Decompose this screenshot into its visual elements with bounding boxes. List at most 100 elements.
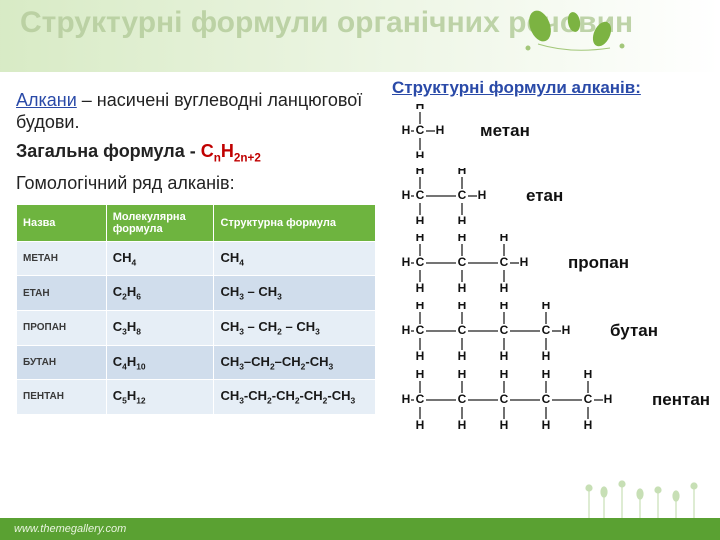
cell-name: МЕТАН [17, 241, 107, 276]
svg-text:H: H [416, 214, 425, 224]
svg-text:H: H [402, 392, 411, 406]
cell-name: БУТАН [17, 345, 107, 380]
svg-text:H: H [416, 418, 425, 430]
svg-text:C: C [458, 392, 467, 406]
general-formula-label: Загальна формула - [16, 141, 201, 161]
cell-structural: CH3 – CH2 – CH3 [214, 310, 376, 345]
svg-text:H: H [458, 281, 467, 292]
cell-structural: CH3-CH2-CH2-CH2-CH3 [214, 380, 376, 415]
svg-text:H: H [520, 255, 529, 269]
svg-text:H: H [458, 370, 467, 381]
svg-text:H: H [478, 188, 487, 202]
svg-text:H: H [500, 370, 509, 381]
table-header-cell: Молекулярна формула [106, 204, 214, 241]
cell-molecular: C4H10 [106, 345, 214, 380]
cell-structural: CH4 [214, 241, 376, 276]
svg-text:H: H [402, 255, 411, 269]
footer-url: www.themegallery.com [14, 523, 126, 535]
svg-text:C: C [458, 323, 467, 337]
table-header-cell: Структурна формула [214, 204, 376, 241]
alkanes-table: НазваМолекулярна формулаСтруктурна форму… [16, 204, 376, 415]
molecule-label: етан [526, 186, 563, 206]
svg-text:C: C [416, 255, 425, 269]
molecule-row: HCHHHметан [392, 104, 712, 158]
molecule-label: пентан [652, 390, 710, 410]
svg-text:H: H [436, 123, 445, 137]
svg-text:H: H [416, 149, 425, 158]
svg-text:H: H [542, 418, 551, 430]
cell-name: ПРОПАН [17, 310, 107, 345]
molecule-label: метан [480, 121, 530, 141]
svg-text:H: H [500, 349, 509, 360]
table-body: МЕТАНCH4CH4ЕТАНC2H6CH3 – CH3ПРОПАНC3H8CH… [17, 241, 376, 414]
svg-text:C: C [416, 323, 425, 337]
svg-text:H: H [500, 418, 509, 430]
leaf-decoration [510, 4, 650, 64]
svg-text:H: H [500, 281, 509, 292]
table-row: ПРОПАНC3H8CH3 – CH2 – CH3 [17, 310, 376, 345]
table-row: БУТАНC4H10CH3–CH2–CH2-CH3 [17, 345, 376, 380]
svg-text:C: C [584, 392, 593, 406]
svg-text:C: C [542, 392, 551, 406]
table-row: ЕТАНC2H6CH3 – CH3 [17, 276, 376, 311]
svg-text:C: C [500, 392, 509, 406]
general-formula-line: Загальна формула - CnH2n+2 [16, 141, 366, 165]
svg-text:H: H [604, 392, 613, 406]
svg-text:H: H [458, 349, 467, 360]
svg-text:H: H [402, 323, 411, 337]
svg-text:H: H [458, 234, 467, 244]
right-heading: Структурні формули алканів: [392, 78, 712, 98]
svg-text:H: H [416, 370, 425, 381]
alkanes-word: Алкани [16, 90, 77, 110]
molecule-label: пропан [568, 253, 629, 273]
svg-text:H: H [500, 234, 509, 244]
plants-decoration [574, 478, 714, 522]
svg-text:H: H [458, 168, 467, 177]
footer-bar: www.themegallery.com [0, 518, 720, 540]
svg-text:H: H [416, 234, 425, 244]
molecule-list: HCHHHметанHCHHCHHHетанHCHHCHHCHHHпропанH… [392, 104, 712, 430]
cell-molecular: C2H6 [106, 276, 214, 311]
svg-text:H: H [458, 214, 467, 224]
molecule-diagram: HCHHCHHCHHCHHCHHH [392, 370, 634, 430]
molecule-diagram: HCHHH [392, 104, 462, 158]
table-header-row: НазваМолекулярна формулаСтруктурна форму… [17, 204, 376, 241]
svg-text:H: H [416, 104, 425, 112]
svg-text:H: H [562, 323, 571, 337]
cell-name: ПЕНТАН [17, 380, 107, 415]
svg-text:H: H [402, 188, 411, 202]
molecule-diagram: HCHHCHHH [392, 168, 508, 224]
svg-text:H: H [500, 302, 509, 312]
definition-paragraph: Алкани – насичені вуглеводні ланцюгової … [16, 90, 366, 133]
molecule-row: HCHHCHHCHHCHHCHHHпентан [392, 370, 712, 430]
svg-text:C: C [542, 323, 551, 337]
svg-text:H: H [416, 302, 425, 312]
svg-text:H: H [458, 302, 467, 312]
svg-text:H: H [542, 302, 551, 312]
svg-text:H: H [542, 370, 551, 381]
molecule-row: HCHHCHHCHHHпропан [392, 234, 712, 292]
svg-text:H: H [402, 123, 411, 137]
molecule-diagram: HCHHCHHCHHCHHH [392, 302, 592, 360]
svg-text:H: H [542, 349, 551, 360]
svg-text:H: H [416, 349, 425, 360]
svg-text:C: C [500, 255, 509, 269]
homolog-label: Гомологічний ряд алканів: [16, 173, 366, 194]
cell-molecular: CH4 [106, 241, 214, 276]
table-header-cell: Назва [17, 204, 107, 241]
svg-text:C: C [416, 188, 425, 202]
svg-text:H: H [416, 168, 425, 177]
svg-text:H: H [458, 418, 467, 430]
svg-text:C: C [416, 392, 425, 406]
svg-text:H: H [584, 370, 593, 381]
svg-text:C: C [458, 188, 467, 202]
svg-text:C: C [458, 255, 467, 269]
general-formula: CnH2n+2 [201, 141, 261, 161]
table-row: МЕТАНCH4CH4 [17, 241, 376, 276]
molecule-row: HCHHCHHCHHCHHHбутан [392, 302, 712, 360]
cell-structural: CH3 – CH3 [214, 276, 376, 311]
svg-text:H: H [584, 418, 593, 430]
right-column: Структурні формули алканів: HCHHHметанHC… [392, 78, 712, 430]
molecule-label: бутан [610, 321, 658, 341]
left-column: Алкани – насичені вуглеводні ланцюгової … [16, 90, 366, 415]
